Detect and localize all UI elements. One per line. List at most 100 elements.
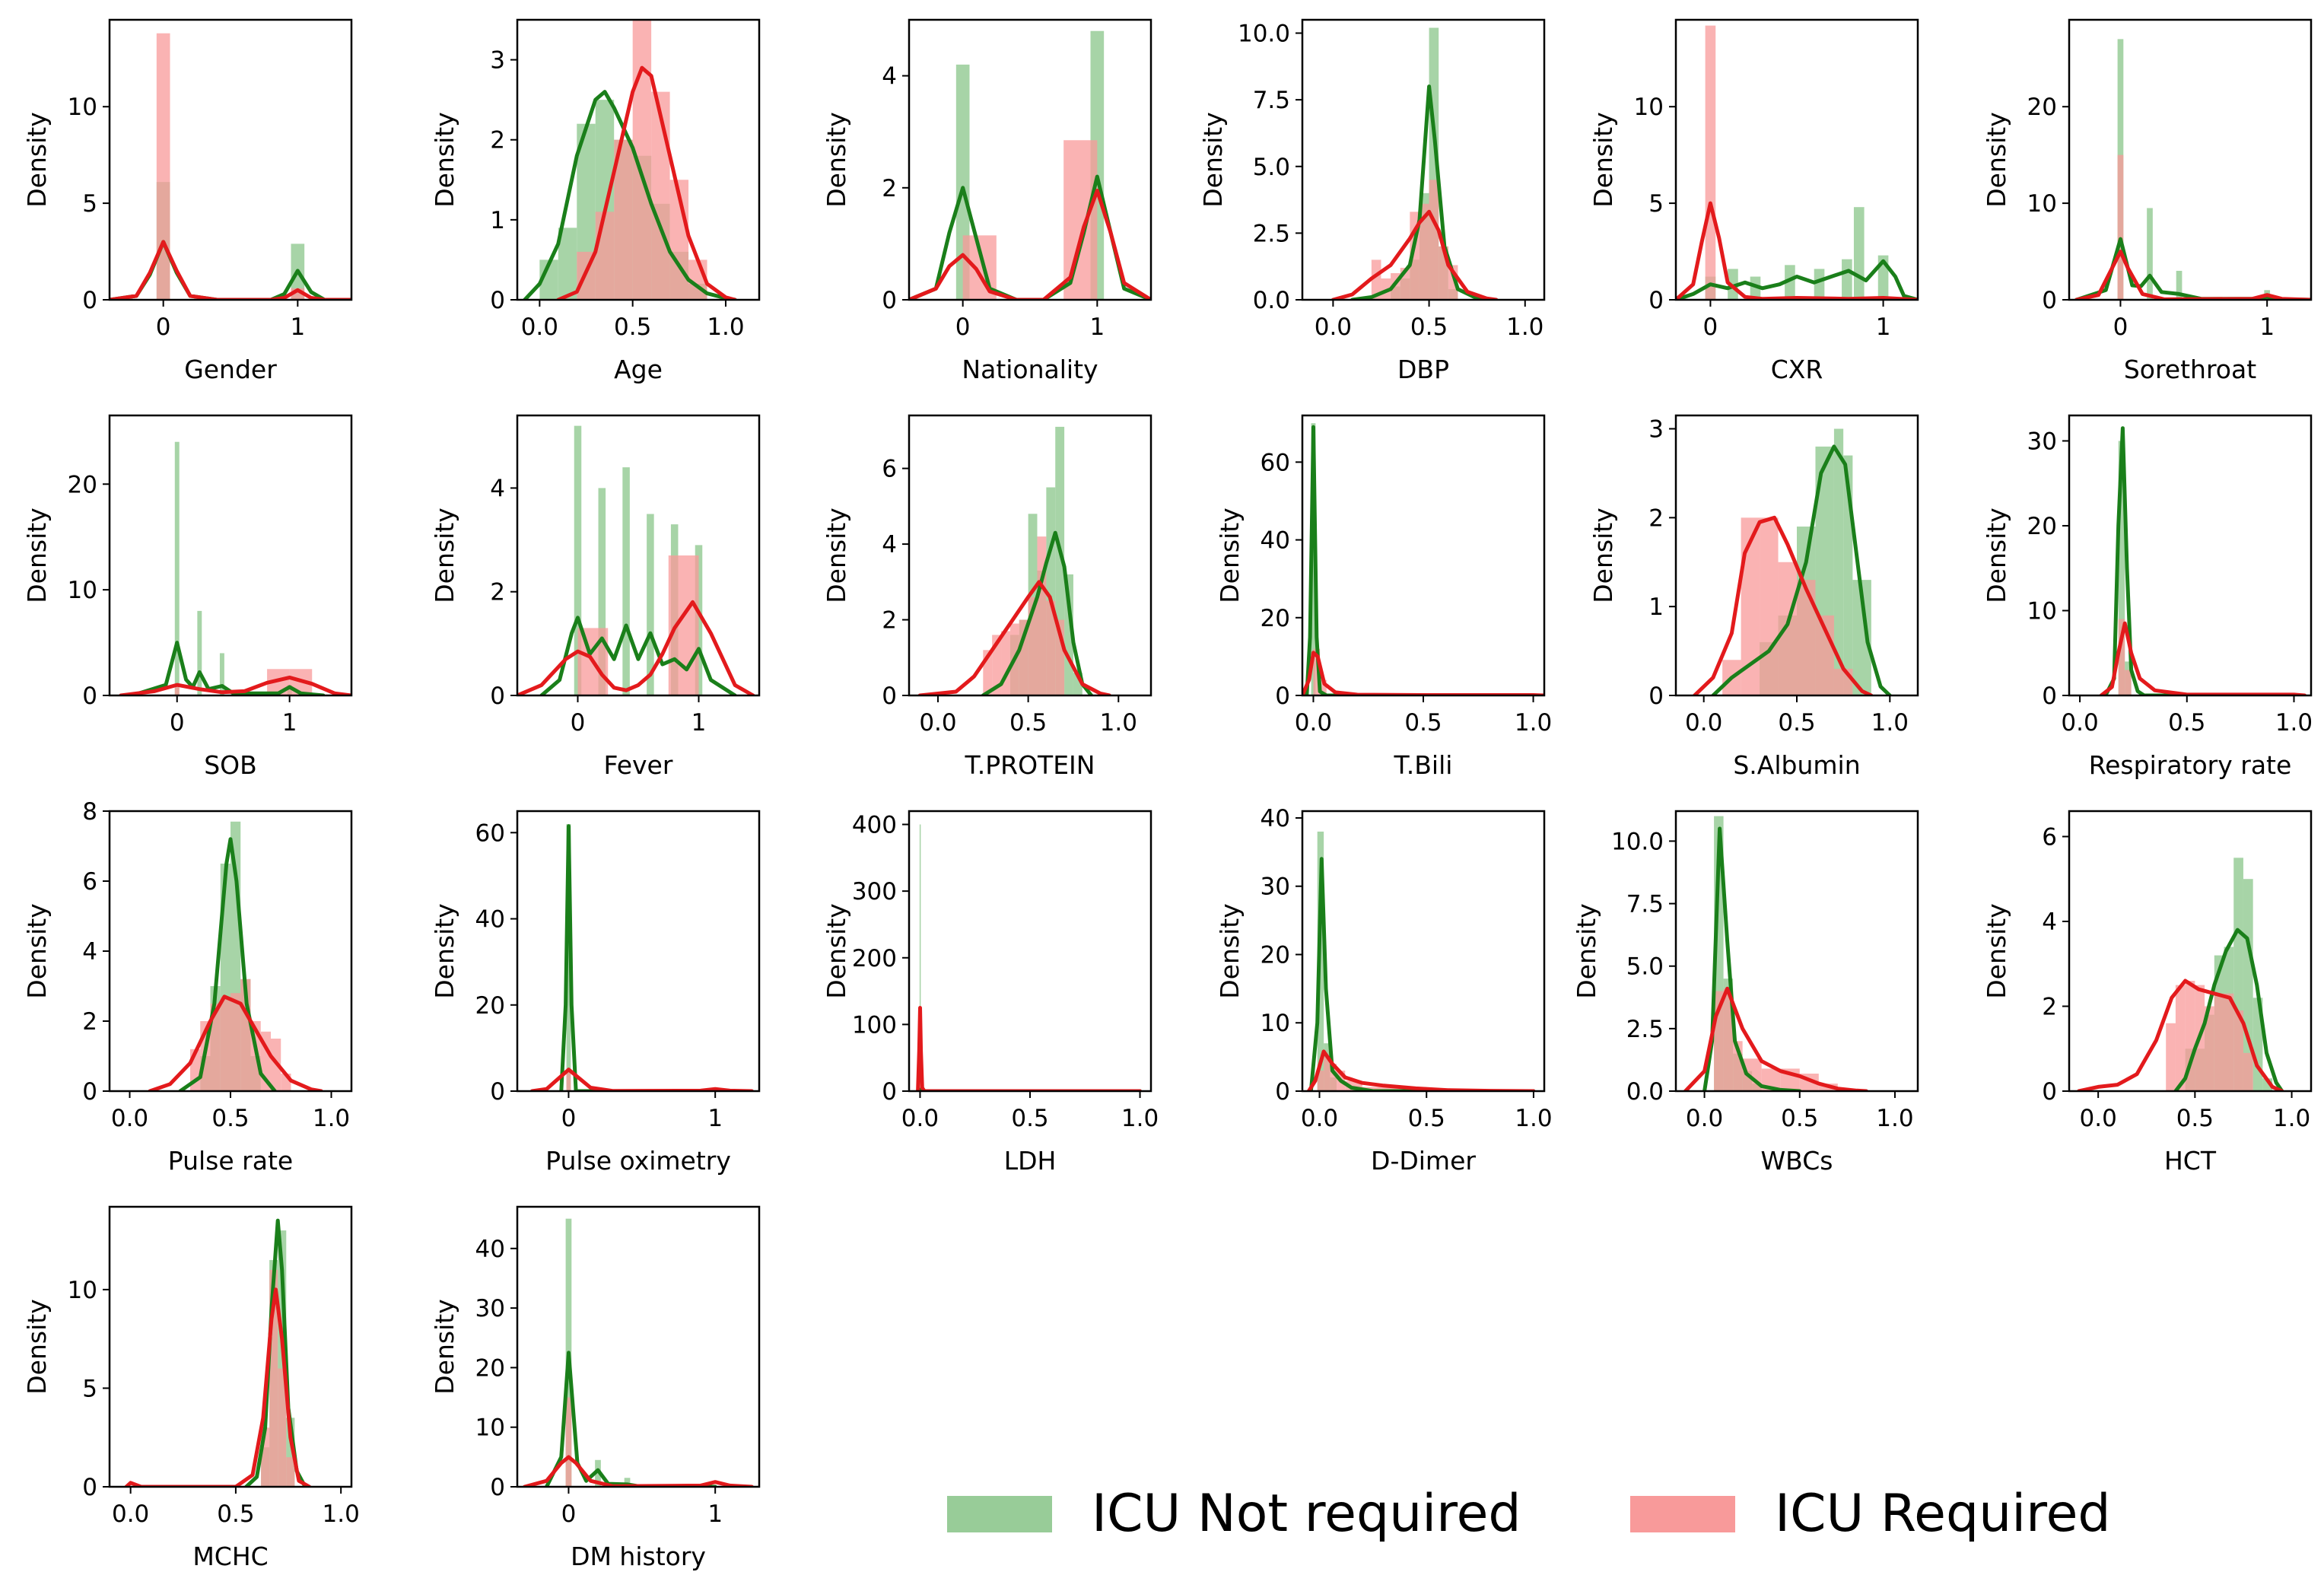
kde-line-required [2074,250,2311,300]
histogram-bar [595,212,615,300]
x-axis-label: CXR [1771,355,1823,384]
x-tick-label: 0.5 [217,1500,254,1528]
x-axis-label: LDH [1004,1146,1057,1176]
histogram-bar [174,685,180,695]
kde-line-required [119,675,351,695]
x-tick-label: 0.0 [1295,709,1332,737]
y-tick-label: 0 [1648,287,1664,314]
axes-frame [516,18,761,301]
y-tick-label: 1 [490,207,505,234]
histogram-bar [1833,428,1844,695]
histogram-bar [1063,140,1098,300]
histogram-bar [668,555,699,695]
kde-line-required [916,1006,1142,1091]
y-tick-label: 2 [490,579,505,606]
x-tick-label: 1.0 [1100,709,1137,737]
y-axis-label: Density [430,508,459,603]
y-tick-label: 0 [882,1078,897,1106]
plot-area [1683,816,1868,1091]
subplot-age: 0.0 0.5 1.0 0 1 2 3 Age Density [430,18,761,384]
legend-swatch-not-required [947,1496,1052,1532]
y-tick-label: 5 [82,190,97,218]
histogram-bar [1723,988,1734,1091]
axes-frame [2068,414,2313,697]
y-tick-label: 100 [852,1011,897,1039]
y-tick-label: 40 [1261,805,1290,832]
kde-line-required [110,240,351,300]
plot-area [917,426,1111,695]
histogram-bar [286,1457,295,1487]
subplot-respiratory-rate: 0.0 0.5 1.0 0 10 20 30 Respiratory rate Density [1982,414,2313,780]
subplot-hct: 0.0 0.5 1.0 0 2 4 6 HCT Density [1982,810,2313,1176]
histogram-bar [269,1269,278,1487]
x-axis-label: Gender [184,355,277,384]
axes-frame [516,414,761,697]
y-tick-label: 5.0 [1626,953,1664,981]
y-tick-label: 300 [852,878,897,905]
kde-line-required [1676,201,1918,300]
x-tick-label: 0.5 [211,1105,249,1132]
kde-line-required [1693,515,1874,695]
histogram-bar [2125,670,2132,695]
x-axis-label: S.Albumin [1733,750,1860,780]
x-tick-label: 0 [170,709,185,737]
y-tick-label: 3 [490,47,505,75]
kde-line-not-required [1711,444,1892,695]
y-tick-label: 10 [68,94,97,121]
histogram-bar [566,1069,571,1091]
axes-frame [516,810,761,1093]
subplot-t-bili: 0.0 0.5 1.0 0 20 40 60 T.Bili Density [1215,414,1552,780]
x-axis-label: SOB [204,750,257,780]
y-tick-label: 10 [2027,597,2057,625]
y-tick-label: 4 [882,63,897,91]
axes-frame [908,414,1152,697]
x-tick-label: 1.0 [1121,1105,1159,1132]
histogram-bar [1419,203,1429,300]
histogram-bar [2176,270,2183,300]
x-tick-label: 1.0 [313,1105,350,1132]
y-tick-label: 0 [1275,683,1290,710]
axes-frame [516,1205,761,1488]
y-tick-label: 5 [82,1375,97,1402]
x-tick-label: 1 [691,709,707,737]
x-axis-label: WBCs [1761,1146,1833,1176]
y-tick-label: 1 [1648,593,1664,621]
histogram-bar [1317,1071,1324,1091]
histogram-bar [558,228,577,300]
kde-line-required [917,580,1111,695]
y-tick-label: 10 [68,577,97,604]
x-tick-label: 0.0 [1685,709,1722,737]
y-tick-label: 8 [82,798,97,826]
legend-label-not-required: ICU Not required [1092,1484,1521,1544]
x-tick-label: 0.0 [521,313,558,341]
x-tick-label: 0.5 [1408,1105,1445,1132]
x-axis-label: Sorethroat [2124,355,2256,384]
kde-line-not-required [1676,259,1918,300]
y-tick-label: 20 [2027,94,2057,121]
y-tick-label: 0.0 [1253,287,1290,314]
y-tick-label: 0 [82,1474,97,1501]
kde-line-not-required [2103,426,2296,695]
y-tick-label: 4 [882,531,897,558]
histogram-bar [1785,265,1795,300]
x-axis-label: Nationality [962,355,1098,384]
kde-line-required [148,994,323,1091]
y-axis-label: Density [822,508,851,603]
histogram-bar [574,425,582,695]
histogram-bar [1760,517,1779,695]
y-tick-label: 400 [852,812,897,839]
subplot-fever: 0 1 0 2 4 Fever Density [430,414,761,780]
x-tick-label: 1.0 [707,313,744,341]
x-tick-label: 1 [1876,313,1891,341]
x-tick-label: 0.0 [1315,313,1352,341]
y-axis-label: Density [1982,508,2011,603]
histogram-bar [1046,600,1056,695]
y-axis-label: Density [1198,112,1228,207]
histogram-bar [1842,259,1852,300]
kde-line-required [556,65,737,300]
histogram-bar [1362,1087,1427,1091]
histogram-bar [1324,1057,1330,1091]
y-tick-label: 2.5 [1253,220,1290,247]
